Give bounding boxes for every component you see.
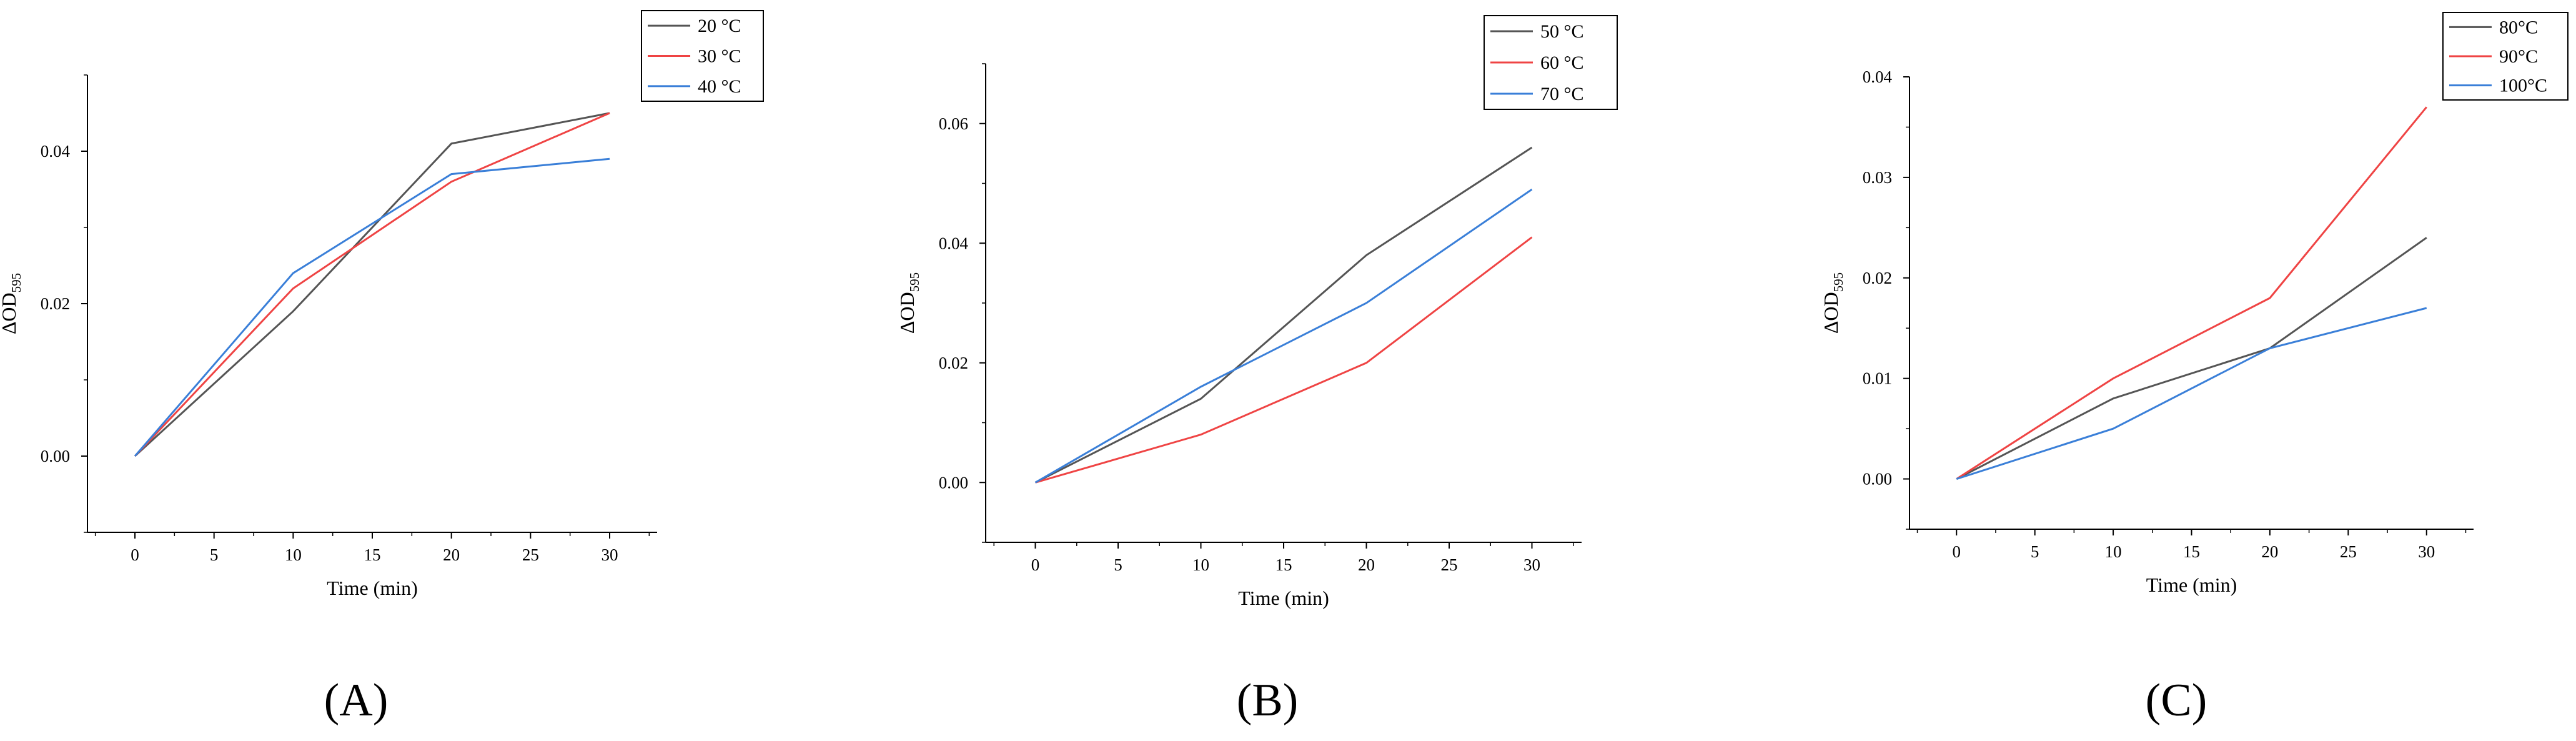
- legend: 50 °C 60 °C 70 °C: [1484, 15, 1618, 110]
- y-axis-title-subscript: 595: [907, 272, 922, 292]
- x-tick-label: 0: [1031, 555, 1040, 574]
- series-line-b-1: [1034, 146, 1533, 484]
- x-tick-label: 30: [602, 545, 618, 564]
- x-tick-label: 20: [443, 545, 460, 564]
- x-axis-title: Time (min): [2146, 574, 2237, 596]
- panel-caption-b: (B): [1237, 675, 1299, 726]
- y-axis-title-subscript: 595: [9, 273, 24, 293]
- x-tick-label: 15: [2183, 542, 2200, 561]
- x-tick-label: 20: [2261, 542, 2278, 561]
- series-line-c-1: [1956, 237, 2427, 480]
- y-axis-title: ΔOD595: [1820, 272, 1846, 334]
- chart-panel-b: 0 5 10 15 20 25 30 0.00 0.02 0.04 0.06 Time (min) ΔO…: [896, 15, 1618, 609]
- x-tick-label: 10: [285, 545, 302, 564]
- x-tick-label: 30: [2418, 542, 2435, 561]
- chart-panel-a: 0 5 10 15 20 25 30 0.00 0.02 0.04 Time (min) ΔOD595…: [0, 10, 764, 599]
- x-tick-label: 10: [2105, 542, 2122, 561]
- series-line-b-2: [1035, 236, 1533, 484]
- x-tick-label: 25: [2340, 542, 2357, 561]
- x-tick-label: 5: [1114, 555, 1122, 574]
- y-axis-title: ΔOD595: [896, 272, 922, 334]
- y-axis-title-subscript: 595: [1831, 272, 1846, 292]
- legend-label: 40 °C: [698, 76, 741, 97]
- y-tick-label: 0.02: [41, 294, 70, 313]
- x-tick-label: 30: [1523, 555, 1540, 574]
- legend-label: 90°C: [2499, 46, 2538, 67]
- y-tick-label: 0.01: [1863, 369, 1892, 388]
- x-axis-title: Time (min): [327, 577, 418, 599]
- y-tick-label: 0.04: [1863, 67, 1893, 86]
- series-line-b-3: [1034, 188, 1533, 484]
- x-tick-label: 5: [2031, 542, 2039, 561]
- y-axis-title-main: ΔOD: [0, 292, 20, 334]
- panel-caption-c: (C): [2146, 675, 2207, 726]
- y-tick-label: 0.04: [939, 234, 969, 252]
- x-tick-label: 25: [522, 545, 539, 564]
- x-tick-label: 25: [1441, 555, 1458, 574]
- series-line-c-3: [1956, 307, 2427, 480]
- y-tick-label: 0.00: [1863, 470, 1892, 489]
- x-tick-label: 5: [210, 545, 219, 564]
- y-tick-label: 0.06: [939, 114, 968, 133]
- legend-label: 20 °C: [698, 16, 741, 36]
- x-tick-label: 15: [1276, 555, 1292, 574]
- legend: 80°C 90°C 100°C: [2442, 12, 2569, 101]
- legend-label: 60 °C: [1540, 52, 1584, 73]
- y-tick-label: 0.02: [939, 354, 968, 372]
- legend-label: 100°C: [2499, 76, 2547, 96]
- y-tick-label: 0.02: [1863, 269, 1892, 287]
- legend-label: 80°C: [2499, 17, 2538, 37]
- y-tick-label: 0.00: [939, 473, 968, 492]
- y-tick-label: 0.03: [1863, 168, 1892, 187]
- series-line-c-2: [1956, 106, 2427, 480]
- x-tick-label: 20: [1358, 555, 1375, 574]
- y-tick-label: 0.00: [41, 447, 70, 465]
- panel-caption-a: (A): [324, 675, 389, 726]
- legend: 20 °C 30 °C 40 °C: [641, 10, 764, 102]
- x-tick-label: 0: [131, 545, 139, 564]
- y-axis-title-main: ΔOD: [1820, 292, 1842, 334]
- series-line-a-3: [134, 157, 610, 457]
- y-tick-label: 0.04: [41, 142, 71, 161]
- y-axis-title-main: ΔOD: [896, 292, 918, 334]
- series-line-a-1: [134, 112, 610, 457]
- x-axis-title: Time (min): [1238, 587, 1329, 609]
- x-tick-label: 10: [1192, 555, 1209, 574]
- legend-label: 70 °C: [1540, 84, 1584, 104]
- x-tick-label: 15: [364, 545, 381, 564]
- legend-label: 30 °C: [698, 46, 741, 67]
- legend-label: 50 °C: [1540, 21, 1584, 42]
- x-tick-label: 0: [1953, 542, 1961, 561]
- chart-panel-c: 0 5 10 15 20 25 30 0.00 0.01 0.02 0.03 0.04 Time (mi…: [1820, 12, 2569, 596]
- y-axis-title: ΔOD595: [0, 273, 24, 334]
- series-line-a-2: [134, 112, 610, 457]
